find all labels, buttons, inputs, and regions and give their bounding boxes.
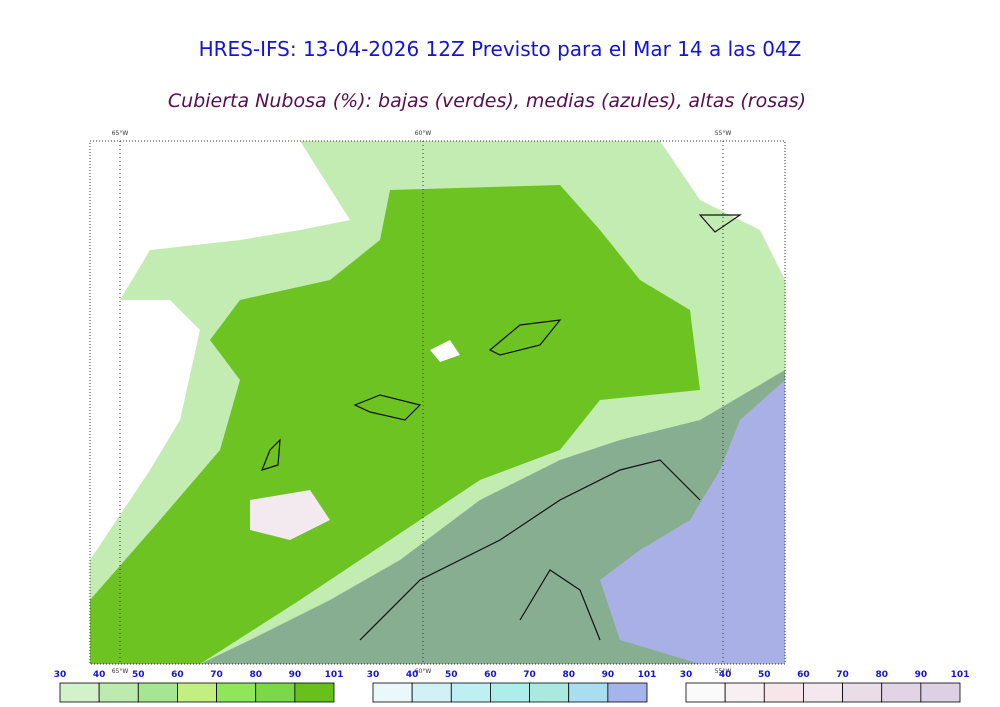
colorbar-swatch [685,682,726,703]
colorbar-tick: 70 [523,670,536,680]
colorbar-tick: 30 [54,670,67,680]
colorbar-tick: 50 [445,670,458,680]
lon-label: 65°W [112,668,129,675]
colorbar-tick: 40 [719,670,732,680]
colorbar-swatch [137,682,178,703]
graticule: 65°W 65°W 60°W 60°W 55°W 55°W [112,130,732,675]
high-cloud [250,490,330,540]
colorbar-tick: 90 [915,670,928,680]
lon-label: 55°W [715,668,732,675]
colorbar-tick: 80 [249,670,262,680]
lon-label: 60°W [415,668,432,675]
colorbar-tick: 60 [171,670,184,680]
colorbar-tick: 40 [93,670,106,680]
colorbar-swatch [372,682,413,703]
colorbar-tick: 40 [406,670,419,680]
colorbar-swatch [568,682,609,703]
lon-label: 60°W [415,130,432,137]
coastline [260,214,742,471]
colorbar-tick: 80 [562,670,575,680]
colorbar-swatch [216,682,257,703]
colorbar-swatch [490,682,530,703]
colorbar-swatch [529,682,570,703]
colorbar-tick: 80 [875,670,888,680]
colorbar-tick: 30 [367,670,380,680]
map: 65°W 65°W 60°W 60°W 55°W 55°W [89,130,786,675]
colorbar-tick: 90 [289,670,302,680]
lon-label: 55°W [715,130,732,137]
colorbar-swatch [607,682,648,703]
colorbar-swatch [255,682,296,703]
low-cloud-dense [90,185,700,664]
colorbar-swatch [842,682,883,703]
colorbar-tick: 50 [132,670,145,680]
colorbar-swatch [803,682,843,703]
colorbar-swatch [294,682,335,703]
clear-patch [430,340,460,362]
colorbar-tick: 101 [325,670,344,680]
mid-cloud [600,380,785,664]
colorbar-tick: 30 [680,670,693,680]
colorbar-tick: 90 [602,670,615,680]
colorbar-tick: 70 [836,670,849,680]
colorbar-swatch [763,682,804,703]
colorbars: 30 40 50 60 70 80 90 101 30 40 50 60 70 80 90 101 30 40 50… [54,670,970,703]
title: HRES-IFS: 13-04-2026 12Z Previsto para e… [199,37,802,61]
colorbar-tick: 60 [484,670,497,680]
colorbar-swatch [724,682,765,703]
colorbar-swatch [920,682,961,703]
colorbar-swatch [881,682,922,703]
colorbar-swatch [177,682,217,703]
subtitle: Cubierta Nubosa (%): bajas (verdes), med… [168,90,806,112]
colorbar-swatch [59,682,100,703]
colorbar-tick: 101 [951,670,970,680]
colorbar-tick: 70 [210,670,223,680]
colorbar-tick: 60 [797,670,810,680]
colorbar-swatch [411,682,452,703]
lon-label: 65°W [112,130,129,137]
colorbar-swatch [450,682,491,703]
coastline [359,459,701,641]
colorbar-tick: 50 [758,670,771,680]
colorbar-swatch [98,682,139,703]
colorbar-tick: 101 [638,670,657,680]
